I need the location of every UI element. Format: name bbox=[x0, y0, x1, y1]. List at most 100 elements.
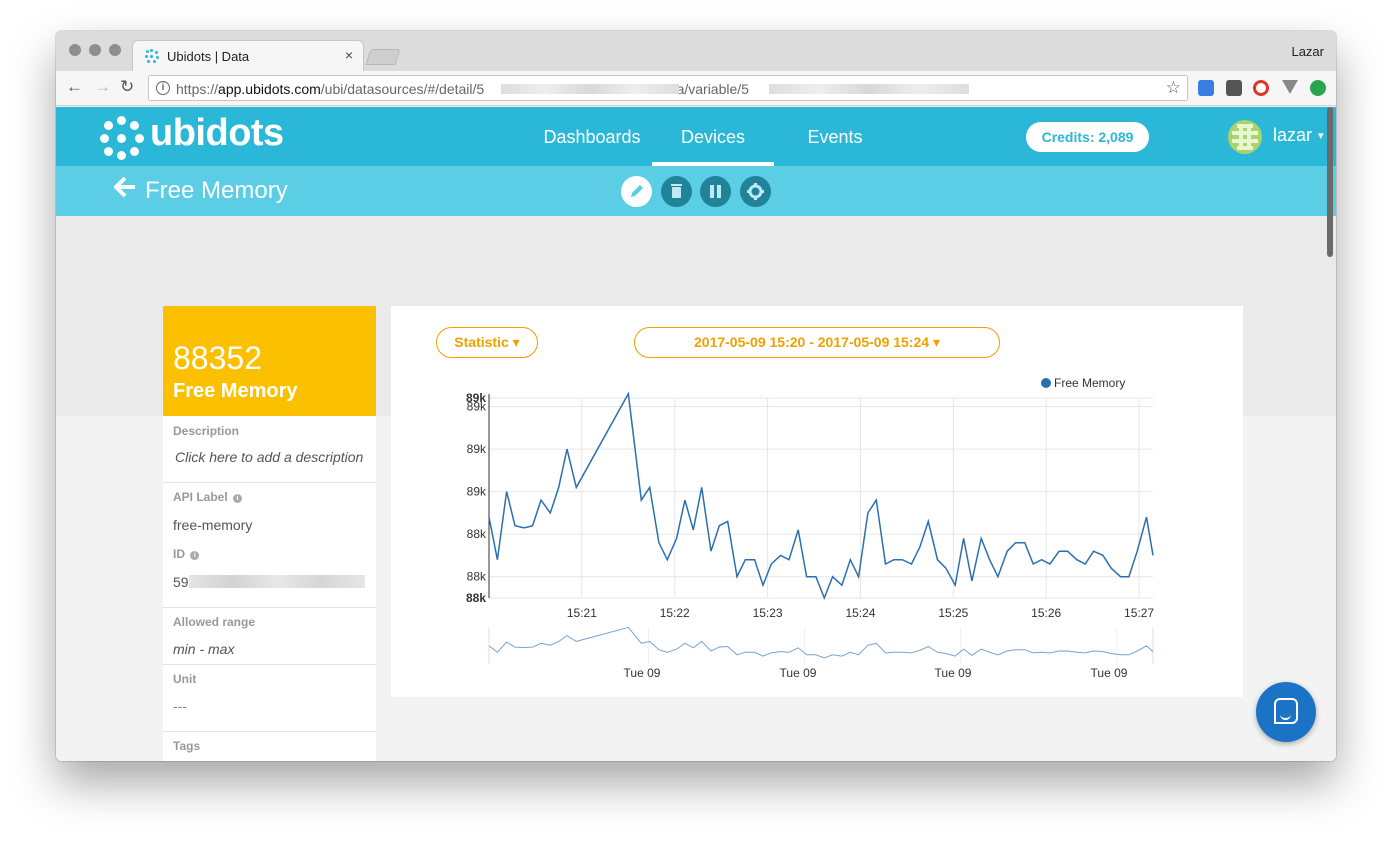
navigator-label: Tue 09 bbox=[935, 666, 972, 680]
last-value-card: 88352 Free Memory bbox=[163, 306, 376, 416]
tab-strip: Ubidots | Data × Lazar bbox=[56, 31, 1336, 71]
description-field[interactable]: Click here to add a description bbox=[175, 449, 364, 465]
unit-value[interactable]: --- bbox=[173, 698, 187, 714]
allowed-range-value[interactable]: min - max bbox=[173, 641, 235, 657]
variable-header-bar: Free Memory bbox=[56, 166, 1336, 216]
y-tick-label: 89k bbox=[466, 391, 486, 405]
browser-window: Ubidots | Data × Lazar ← → ↻ i https://a… bbox=[56, 31, 1336, 761]
divider bbox=[163, 664, 376, 665]
series-line-free-memory bbox=[488, 391, 1154, 601]
nav-events[interactable]: Events bbox=[807, 127, 863, 147]
y-tick-label: 88k bbox=[467, 570, 487, 584]
maximize-window-button[interactable] bbox=[109, 44, 121, 56]
active-nav-indicator bbox=[652, 162, 774, 166]
edit-button[interactable] bbox=[621, 176, 652, 207]
info-icon: i bbox=[190, 551, 200, 560]
pause-button[interactable] bbox=[700, 176, 731, 207]
back-arrow-icon[interactable] bbox=[114, 176, 136, 205]
ubidots-logo-icon[interactable] bbox=[100, 116, 144, 160]
y-tick-label: 88k bbox=[466, 591, 486, 605]
ubidots-favicon-icon bbox=[145, 49, 159, 63]
last-value: 88352 bbox=[173, 340, 262, 376]
nav-devices[interactable]: Devices bbox=[680, 127, 746, 147]
update-arrow-icon[interactable] bbox=[1310, 80, 1326, 96]
opera-icon[interactable] bbox=[1253, 80, 1269, 96]
y-tick-label: 88k bbox=[467, 527, 487, 541]
date-range-picker[interactable]: 2017-05-09 15:20 - 2017-05-09 15:24 ▾ bbox=[634, 327, 1000, 358]
tab-close-icon[interactable]: × bbox=[344, 47, 353, 63]
back-arrow-icon bbox=[114, 176, 135, 198]
id-blur-redaction bbox=[189, 575, 365, 588]
back-arrow-icon[interactable]: ← bbox=[66, 77, 83, 96]
navigator-label: Tue 09 bbox=[1091, 666, 1128, 680]
credits-badge[interactable]: Credits: 2,089 bbox=[1026, 122, 1149, 152]
settings-button[interactable] bbox=[740, 176, 771, 207]
variable-properties-panel: Description Click here to add a descript… bbox=[163, 416, 376, 761]
browser-profile-name[interactable]: Lazar bbox=[1291, 44, 1324, 59]
ubidots-logo-text[interactable]: ubidots bbox=[150, 112, 284, 154]
address-bar[interactable]: i https://app.ubidots.com/ubi/datasource… bbox=[148, 75, 1188, 101]
delete-button[interactable] bbox=[661, 176, 692, 207]
url-blur-redaction bbox=[501, 84, 679, 94]
close-window-button[interactable] bbox=[69, 44, 81, 56]
new-tab-button[interactable] bbox=[365, 49, 401, 65]
legend-marker bbox=[1041, 378, 1051, 388]
x-tick-label: 15:24 bbox=[845, 606, 875, 620]
minimize-window-button[interactable] bbox=[89, 44, 101, 56]
page-scrollbar[interactable] bbox=[1327, 107, 1333, 257]
user-avatar[interactable] bbox=[1228, 120, 1262, 154]
x-tick-label: 15:26 bbox=[1031, 606, 1061, 620]
api-label-value[interactable]: free-memory bbox=[173, 517, 253, 533]
navigator-label: Tue 09 bbox=[780, 666, 817, 680]
x-tick-label: 15:22 bbox=[660, 606, 690, 620]
legend-label: Free Memory bbox=[1054, 376, 1125, 390]
x-tick-label: 15:25 bbox=[938, 606, 968, 620]
url-blur-redaction bbox=[769, 84, 969, 94]
divider bbox=[163, 731, 376, 732]
x-tick-label: 15:23 bbox=[753, 606, 783, 620]
y-tick-label: 89k bbox=[467, 442, 487, 456]
app-navbar: ubidots Dashboards Devices Events Credit… bbox=[56, 107, 1336, 166]
api-label-label: API Label i bbox=[173, 490, 243, 504]
trash-icon bbox=[671, 184, 682, 198]
navigator-series-line bbox=[488, 626, 1154, 659]
forward-arrow-icon[interactable]: → bbox=[94, 77, 111, 96]
id-value: 59 bbox=[173, 574, 189, 590]
reload-icon[interactable]: ↻ bbox=[120, 77, 135, 96]
statistic-dropdown[interactable]: Statistic ▾ bbox=[436, 327, 538, 358]
tags-label: Tags bbox=[173, 739, 201, 753]
bookmark-star-icon[interactable]: ☆ bbox=[1165, 78, 1181, 97]
site-info-icon[interactable]: i bbox=[156, 81, 170, 95]
divider bbox=[163, 607, 376, 608]
nav-dashboards[interactable]: Dashboards bbox=[543, 127, 641, 147]
id-label: ID i bbox=[173, 547, 200, 561]
gear-icon bbox=[747, 183, 764, 200]
tab-title: Ubidots | Data bbox=[167, 49, 250, 64]
extension-tag-icon[interactable] bbox=[1198, 80, 1214, 96]
navigator-label: Tue 09 bbox=[624, 666, 661, 680]
browser-tab[interactable]: Ubidots | Data × bbox=[132, 40, 364, 71]
chat-icon bbox=[1274, 698, 1298, 724]
support-chat-button[interactable] bbox=[1256, 682, 1316, 742]
x-tick-label: 15:21 bbox=[567, 606, 597, 620]
y-tick-label: 89k bbox=[467, 485, 487, 499]
chevron-down-icon[interactable]: ▾ bbox=[1318, 130, 1324, 142]
vivaldi-icon[interactable] bbox=[1282, 80, 1298, 94]
divider bbox=[163, 482, 376, 483]
description-label: Description bbox=[173, 424, 240, 438]
y-tick-label: 89k bbox=[467, 400, 487, 414]
pocket-icon[interactable] bbox=[1226, 80, 1242, 96]
pause-icon bbox=[710, 185, 721, 198]
unit-label: Unit bbox=[173, 672, 197, 686]
x-tick-label: 15:27 bbox=[1124, 606, 1154, 620]
chart-panel: Statistic ▾ 2017-05-09 15:20 - 2017-05-0… bbox=[391, 306, 1243, 697]
url-text: https://app.ubidots.com/ubi/datasources/… bbox=[176, 81, 749, 97]
info-icon: i bbox=[233, 494, 243, 503]
page-title: Free Memory bbox=[145, 177, 288, 204]
browser-toolbar: ← → ↻ i https://app.ubidots.com/ubi/data… bbox=[56, 71, 1336, 106]
user-menu-name[interactable]: lazar bbox=[1273, 125, 1313, 145]
pencil-icon bbox=[631, 185, 643, 197]
variable-name: Free Memory bbox=[173, 380, 298, 402]
allowed-range-label: Allowed range bbox=[173, 615, 256, 629]
